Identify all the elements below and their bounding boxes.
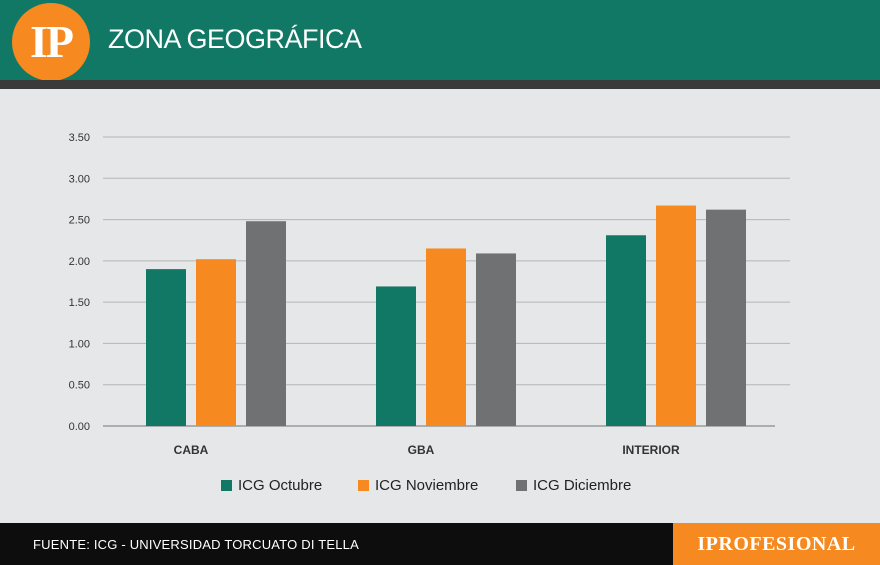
x-tick-labels: CABA GBA INTERIOR <box>174 443 680 457</box>
bar-chart: 0.00 0.50 1.00 1.50 2.00 2.50 3.00 3.50 CABA GBA… <box>69 132 790 457</box>
legend-item-octubre: ICG Octubre <box>221 477 322 494</box>
x-tick-label: GBA <box>408 443 435 457</box>
bar-gba-2 <box>426 248 466 426</box>
brand-logo: IPROFESIONAL <box>673 523 880 565</box>
legend: ICG Octubre ICG Noviembre ICG Diciembre <box>0 477 880 495</box>
y-tick-label: 2.50 <box>69 215 90 227</box>
bar-interior-2 <box>656 205 696 426</box>
legend-swatch-noviembre <box>358 480 369 491</box>
y-tick-label: 1.50 <box>69 297 90 309</box>
legend-swatch-octubre <box>221 480 232 491</box>
page-title: ZONA GEOGRÁFICA <box>108 24 362 54</box>
header-divider <box>0 80 880 89</box>
bar-caba-2 <box>196 259 236 426</box>
footer-bar: FUENTE: ICG - UNIVERSIDAD TORCUATO DI TE… <box>0 523 880 565</box>
y-tick-label: 3.50 <box>69 132 90 144</box>
header-bar: IP ZONA GEOGRÁFICA <box>0 0 880 81</box>
bar-caba-3 <box>246 221 286 426</box>
x-tick-label: INTERIOR <box>622 443 680 457</box>
y-tick-label: 1.00 <box>69 338 90 350</box>
source-note: FUENTE: ICG - UNIVERSIDAD TORCUATO DI TE… <box>33 537 359 552</box>
bar-interior-1 <box>606 235 646 426</box>
legend-label-diciembre: ICG Diciembre <box>533 477 632 494</box>
bars <box>146 205 746 426</box>
bar-gba-1 <box>376 286 416 426</box>
legend-label-octubre: ICG Octubre <box>238 477 323 494</box>
legend-swatch-diciembre <box>516 480 527 491</box>
y-tick-label: 0.50 <box>69 380 90 392</box>
y-tick-labels: 0.00 0.50 1.00 1.50 2.00 2.50 3.00 3.50 <box>69 132 90 433</box>
x-tick-label: CABA <box>174 443 209 457</box>
legend-item-noviembre: ICG Noviembre <box>358 477 478 494</box>
y-tick-label: 3.00 <box>69 173 90 185</box>
legend-label-noviembre: ICG Noviembre <box>375 477 479 494</box>
y-tick-label: 0.00 <box>69 421 90 433</box>
bar-caba-1 <box>146 269 186 426</box>
legend-item-diciembre: ICG Diciembre <box>516 477 631 494</box>
y-tick-label: 2.00 <box>69 256 90 268</box>
ip-logo: IP <box>12 3 90 81</box>
bar-interior-3 <box>706 209 746 426</box>
bar-gba-3 <box>476 253 516 426</box>
